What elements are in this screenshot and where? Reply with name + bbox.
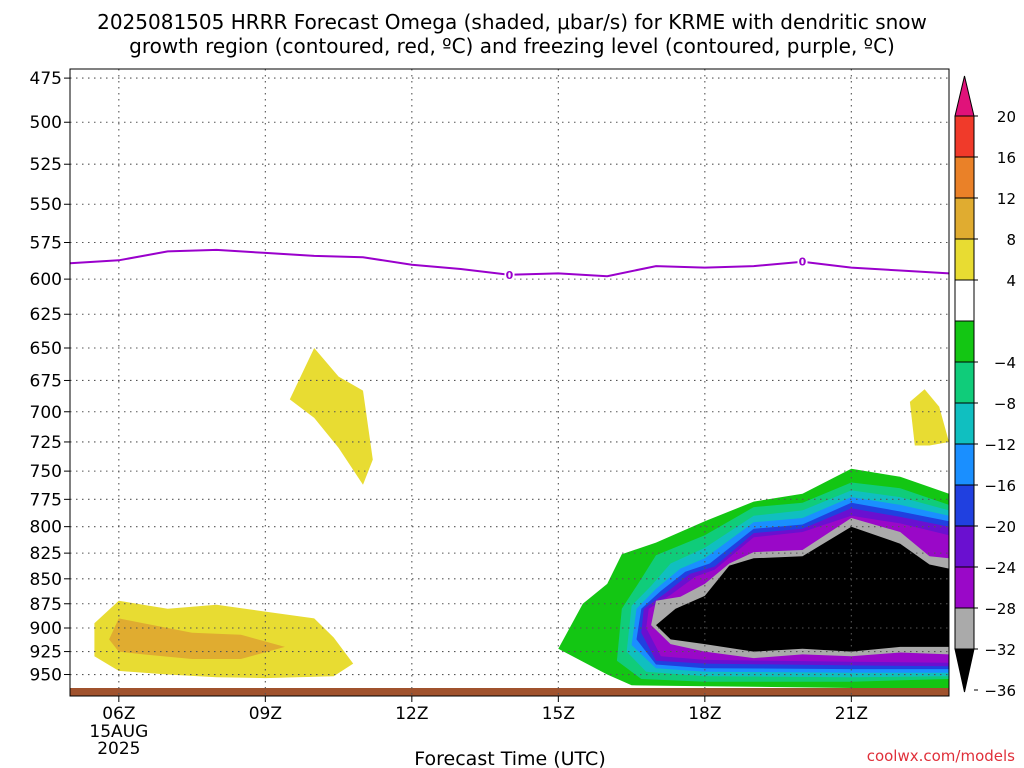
y-axis: 475 500 525 550 575 600 625 650 675 700 725 750 775 8… <box>30 69 70 686</box>
y-tick-label-750: 750 <box>30 462 62 482</box>
y-tick-label-650: 650 <box>30 339 62 359</box>
omega-region-12 <box>656 526 949 652</box>
x-tick-label-12Z: 12Z <box>395 704 428 724</box>
y-tick-label-800: 800 <box>30 518 62 538</box>
y-tick-label-550: 550 <box>30 195 62 215</box>
y-tick-label-825: 825 <box>30 544 62 564</box>
omega-region-1 <box>909 389 949 446</box>
x-tick-label-18Z: 18Z <box>688 704 721 724</box>
y-tick-label-600: 600 <box>30 270 62 290</box>
freezing-label-bg-1 <box>797 254 808 268</box>
y-tick-label-575: 575 <box>30 233 62 253</box>
colorbar-label-7: −12 <box>984 436 1016 454</box>
y-tick-label-725: 725 <box>30 433 62 453</box>
colorbar-label-5: −4 <box>994 354 1016 372</box>
colorbar-box-5 <box>954 320 975 363</box>
colorbar-box-6 <box>954 361 975 404</box>
ground-strip <box>70 688 949 696</box>
colorbar-label-0: 20 <box>997 108 1016 126</box>
colorbar-label-12: −32 <box>984 641 1016 659</box>
y-tick-label-900: 900 <box>30 619 62 639</box>
colorbar-label-9: −20 <box>984 518 1016 536</box>
grid-lines <box>70 69 949 696</box>
colorbar-box-11 <box>954 566 975 609</box>
colorbar-box-1 <box>954 156 975 199</box>
colorbar-label-13: −36 <box>984 682 1016 700</box>
freezing-label-bg-0 <box>504 267 515 281</box>
y-tick-label-475: 475 <box>30 69 62 89</box>
y-tick-label-925: 925 <box>30 643 62 663</box>
colorbar-label-8: −16 <box>984 477 1016 495</box>
colorbar-label-6: −8 <box>994 395 1016 413</box>
colorbar-box-4 <box>954 279 975 322</box>
colorbar-box-9 <box>954 484 975 527</box>
x-axis-title: Forecast Time (UTC) <box>414 748 605 768</box>
x-tick-label-21Z: 21Z <box>835 704 868 724</box>
colorbar-bottom-arrow <box>954 648 975 693</box>
colorbar-box-8 <box>954 443 975 486</box>
credit-link[interactable]: coolwx.com/models <box>867 747 1015 765</box>
freezing-level-label-0: 0 <box>506 269 514 282</box>
colorbar-label-3: 8 <box>1006 231 1016 249</box>
colorbar-label-10: −24 <box>984 559 1016 577</box>
colorbar-label-4: 4 <box>1006 272 1016 290</box>
y-tick-label-950: 950 <box>30 666 62 686</box>
x-tick-label-06Z: 06Z <box>102 704 135 724</box>
y-tick-label-675: 675 <box>30 371 62 391</box>
freezing-level-contour: 00 <box>69 248 950 282</box>
freezing-level-label-1: 0 <box>799 256 807 269</box>
y-tick-label-525: 525 <box>30 155 62 175</box>
chart-title-line-1: 2025081505 HRRR Forecast Omega (shaded, … <box>97 10 927 34</box>
colorbar: 20 16 12 8 4 −4 −8 −12 −16 −20 −24 −28 −32 −36 <box>954 75 1016 700</box>
y-tick-label-775: 775 <box>30 490 62 510</box>
colorbar-box-2 <box>954 197 975 240</box>
colorbar-label-11: −28 <box>984 600 1016 618</box>
colorbar-box-12 <box>954 607 975 650</box>
y-tick-label-625: 625 <box>30 305 62 325</box>
x-tick-sublabel-06Z-1: 2025 <box>97 739 140 759</box>
omega-shaded-regions <box>94 348 949 688</box>
x-tick-label-15Z: 15Z <box>542 704 575 724</box>
colorbar-box-3 <box>954 238 975 281</box>
colorbar-box-7 <box>954 402 975 445</box>
colorbar-top-arrow <box>954 75 975 117</box>
omega-region-0 <box>289 348 373 485</box>
colorbar-label-1: 16 <box>997 149 1016 167</box>
y-tick-label-875: 875 <box>30 595 62 615</box>
colorbar-label-2: 12 <box>997 190 1016 208</box>
x-tick-sublabel-06Z-0: 15AUG <box>89 722 148 742</box>
y-tick-label-700: 700 <box>30 403 62 423</box>
chart-title-line-2: growth region (contoured, red, ºC) and f… <box>129 34 895 58</box>
plot-frame <box>69 68 950 697</box>
colorbar-box-0 <box>954 115 975 158</box>
colorbar-box-10 <box>954 525 975 568</box>
omega-region-3 <box>109 618 285 659</box>
x-tick-label-09Z: 09Z <box>249 704 282 724</box>
y-tick-label-850: 850 <box>30 570 62 590</box>
y-tick-label-500: 500 <box>30 113 62 133</box>
